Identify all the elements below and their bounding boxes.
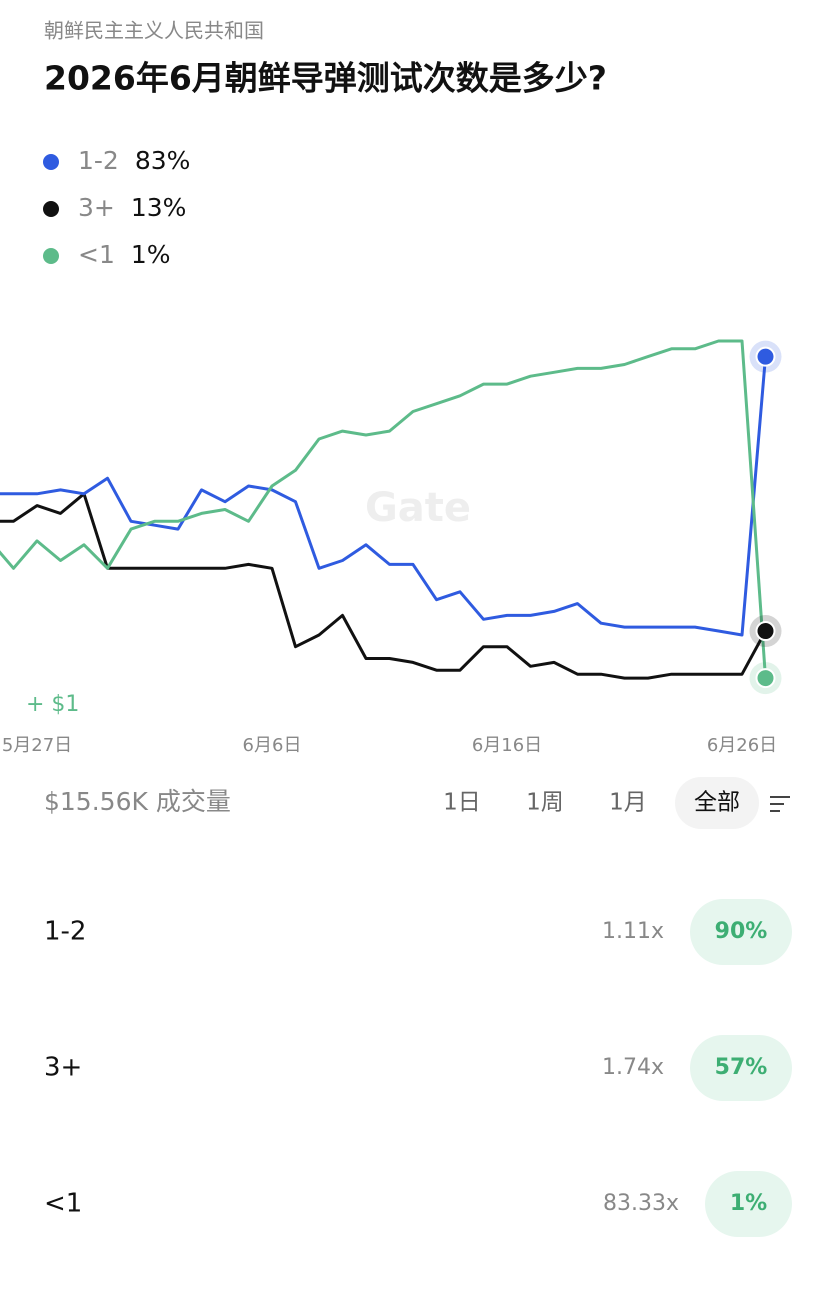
end-dot	[755, 621, 776, 642]
price-button[interactable]	[690, 899, 792, 965]
title: 2026年6月朝鲜导弹测试次数是多少?	[44, 59, 607, 98]
x-tick-label: 5月27日	[2, 735, 72, 756]
tab[interactable]: 1周	[526, 790, 564, 816]
x-tick-label: 6月6日	[243, 735, 302, 756]
tab[interactable]: 全部	[694, 790, 740, 816]
outcome-name: <1	[44, 1189, 82, 1219]
legend-dot	[43, 154, 59, 170]
category: 朝鲜民主主义人民共和国	[44, 19, 264, 43]
tab-selected-bg	[675, 777, 759, 829]
volume: $15.56K 成交量	[44, 787, 231, 816]
legend-name: 3+	[78, 193, 115, 222]
outcome-multiplier: 83.33x	[603, 1191, 679, 1216]
legend-value: 1%	[131, 240, 171, 269]
tab[interactable]: 1月	[609, 790, 647, 816]
legend-name: <1	[78, 240, 115, 269]
outcome-multiplier: 1.11x	[602, 919, 664, 944]
price-label[interactable]: 1%	[730, 1191, 767, 1216]
series-line	[0, 492, 767, 680]
price-button[interactable]	[705, 1171, 792, 1237]
tab[interactable]: 1日	[443, 790, 481, 816]
x-tick-label: 6月16日	[472, 735, 542, 756]
legend-dot	[43, 201, 59, 217]
end-dot	[755, 346, 776, 367]
legend-value: 83%	[135, 146, 191, 175]
price-label[interactable]: 57%	[715, 1055, 768, 1080]
x-tick-label: 6月26日	[707, 735, 777, 756]
series-line	[0, 339, 767, 679]
filter-icon[interactable]	[770, 796, 790, 812]
price-button[interactable]	[690, 1035, 792, 1101]
outcome-name: 3+	[44, 1053, 82, 1083]
legend-name: 1-2	[78, 146, 119, 175]
watermark: Gate	[365, 485, 471, 531]
end-dot	[755, 668, 776, 689]
price-label[interactable]: 90%	[715, 919, 768, 944]
outcome-multiplier: 1.74x	[602, 1055, 664, 1080]
legend-value: 13%	[131, 193, 187, 222]
annotation: + $1	[26, 692, 79, 717]
legend-dot	[43, 248, 59, 264]
outcome-name: 1-2	[44, 917, 86, 947]
series-line	[0, 356, 767, 637]
